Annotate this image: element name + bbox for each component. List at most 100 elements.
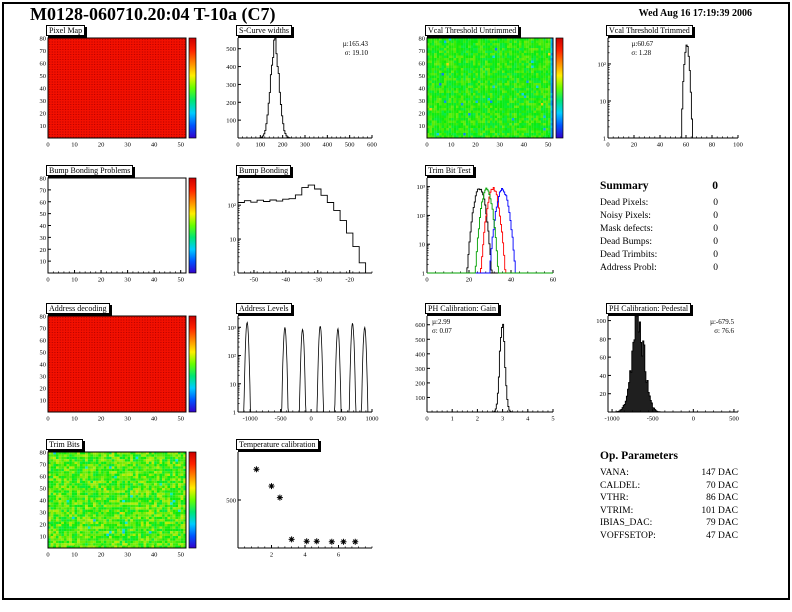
svg-text:1: 1 bbox=[233, 271, 236, 278]
svg-text:10: 10 bbox=[71, 142, 78, 149]
plot-vcal-trimmed: 0 20 40 60 80 100 1 10 10² µ:60.67σ: 1.28 bbox=[598, 37, 743, 149]
svg-text:6: 6 bbox=[337, 552, 341, 559]
summary-block: Summary 0 Dead Pixels: 0 Noisy Pixels: 0 Mas… bbox=[600, 180, 718, 275]
svg-text:100: 100 bbox=[415, 395, 425, 402]
svg-text:-30: -30 bbox=[313, 277, 322, 284]
svg-text:0: 0 bbox=[425, 277, 428, 284]
plot-title-s-curve-widths: S-Curve widths bbox=[236, 25, 292, 36]
date-stamp: Wed Aug 16 17:19:39 2006 bbox=[638, 8, 752, 19]
svg-text:0: 0 bbox=[425, 142, 428, 149]
axis-labels: 0 10 20 30 40 50 10 20 30 40 50 60 70 80 bbox=[40, 450, 184, 559]
panel-vcal-trimmed: Vcal Threshold Trimmed 0 20 40 60 80 100 1 10 10… bbox=[572, 24, 764, 156]
op-parameter-row: VOFFSETOP: 47 DAC bbox=[600, 530, 738, 541]
axis-labels: 0 1 2 3 4 5 100 200 300 400 500 600 bbox=[415, 322, 554, 422]
plot-pixel-map: 0 10 20 30 40 50 10 20 30 40 50 60 70 80 bbox=[40, 36, 197, 149]
heatmap-cells bbox=[48, 452, 187, 549]
colorbar bbox=[188, 177, 197, 274]
svg-text:10³: 10³ bbox=[417, 184, 426, 191]
svg-text:30: 30 bbox=[124, 416, 131, 423]
svg-text:20: 20 bbox=[472, 142, 479, 149]
plot-title-address-decoding: Address decoding bbox=[46, 303, 110, 314]
svg-text:300: 300 bbox=[300, 142, 310, 149]
svg-text:300: 300 bbox=[415, 366, 425, 373]
axis-labels: -1000 -500 0 500 20 40 60 80 100 bbox=[596, 318, 739, 422]
svg-text:60: 60 bbox=[600, 355, 607, 362]
svg-text:10: 10 bbox=[448, 142, 455, 149]
svg-text:60: 60 bbox=[40, 474, 47, 481]
svg-text:1: 1 bbox=[451, 416, 454, 423]
stats-text: µ:-679.5σ: 76.6 bbox=[710, 318, 735, 335]
svg-text:80: 80 bbox=[40, 450, 47, 457]
svg-text:σ: 76.6: σ: 76.6 bbox=[714, 327, 734, 335]
svg-text:20: 20 bbox=[419, 111, 426, 118]
axis-labels: -1000 -500 0 500 1000 1 10 10² 10³ bbox=[228, 325, 379, 423]
svg-text:-1000: -1000 bbox=[604, 416, 619, 423]
stats-text: µ:2.99σ: 0.07 bbox=[432, 318, 452, 335]
panel-bump-problems: Bump Bonding Problems 0 10 20 30 40 50 10 20 30 4… bbox=[12, 164, 212, 291]
svg-text:300: 300 bbox=[226, 82, 236, 89]
svg-text:80: 80 bbox=[40, 36, 47, 43]
svg-text:400: 400 bbox=[322, 142, 332, 149]
axis-labels: 0 10 20 30 40 50 10 20 30 40 50 60 70 80 bbox=[40, 36, 184, 149]
svg-text:µ:165.43: µ:165.43 bbox=[343, 40, 369, 48]
svg-text:40: 40 bbox=[521, 142, 528, 149]
svg-text:40: 40 bbox=[419, 86, 426, 93]
plot-s-curve-widths: 0 100 200 300 400 500 600 100 200 300 400 500 µ:165.… bbox=[226, 37, 377, 149]
svg-text:10²: 10² bbox=[598, 61, 607, 68]
plot-frame bbox=[47, 315, 187, 413]
axes bbox=[47, 177, 187, 273]
svg-text:40: 40 bbox=[508, 277, 515, 284]
svg-text:30: 30 bbox=[40, 374, 47, 381]
svg-text:70: 70 bbox=[419, 48, 426, 55]
histogram-series bbox=[238, 37, 372, 139]
axis-labels: 0 10 20 30 40 50 10 20 30 40 50 60 70 80 bbox=[419, 36, 552, 149]
svg-text:10: 10 bbox=[40, 398, 47, 405]
summary-header: Summary 0 bbox=[600, 180, 718, 192]
svg-text:1000: 1000 bbox=[366, 416, 379, 423]
svg-text:600: 600 bbox=[367, 142, 377, 149]
svg-text:80: 80 bbox=[709, 142, 716, 149]
svg-text:10: 10 bbox=[40, 259, 47, 266]
svg-text:10: 10 bbox=[71, 277, 78, 284]
svg-text:100: 100 bbox=[733, 142, 743, 149]
svg-text:500: 500 bbox=[345, 142, 355, 149]
svg-text:70: 70 bbox=[40, 326, 47, 333]
plot-temperature: 2 4 6 500 bbox=[226, 452, 373, 559]
svg-text:500: 500 bbox=[226, 498, 236, 505]
svg-text:5: 5 bbox=[551, 416, 554, 423]
svg-text:80: 80 bbox=[40, 176, 47, 183]
plot-frame bbox=[47, 177, 187, 274]
summary-row: Noisy Pixels: 0 bbox=[600, 211, 718, 221]
heatmap-cells bbox=[48, 38, 186, 138]
panel-ph-gain: PH Calibration: Gain 0 1 2 3 4 5 100 200 300 400 5… bbox=[391, 302, 579, 430]
op-parameter-row: VTHR: 86 DAC bbox=[600, 493, 738, 503]
summary-row: Mask defects: 0 bbox=[600, 224, 718, 234]
svg-text:10: 10 bbox=[419, 123, 426, 130]
summary-title: Summary bbox=[600, 180, 649, 192]
plot-vcal-untrimmed: 0 10 20 30 40 50 10 20 30 40 50 60 70 80 bbox=[419, 36, 564, 149]
svg-text:100: 100 bbox=[596, 318, 606, 325]
svg-text:40: 40 bbox=[151, 416, 158, 423]
plot-title-ph-pedestal: PH Calibration: Pedestal bbox=[606, 303, 692, 314]
svg-text:10: 10 bbox=[230, 381, 237, 388]
series-1 bbox=[427, 186, 553, 274]
svg-text:µ:2.99: µ:2.99 bbox=[432, 318, 451, 326]
svg-text:70: 70 bbox=[40, 187, 47, 194]
svg-text:50: 50 bbox=[40, 350, 47, 357]
svg-text:0: 0 bbox=[46, 142, 49, 149]
op-parameters-title: Op. Parameters bbox=[600, 450, 678, 462]
panel-address-decoding: Address decoding 0 10 20 30 40 50 10 20 30 40 50 60… bbox=[12, 302, 212, 430]
plot-frame bbox=[47, 37, 187, 139]
svg-text:60: 60 bbox=[419, 61, 426, 68]
svg-text:30: 30 bbox=[40, 235, 47, 242]
svg-text:20: 20 bbox=[98, 416, 105, 423]
series-3 bbox=[427, 187, 553, 274]
svg-text:500: 500 bbox=[729, 416, 739, 423]
svg-text:3: 3 bbox=[501, 416, 504, 423]
panel-temperature: Temperature calibration 2 4 6 500 bbox=[202, 438, 398, 566]
svg-text:10: 10 bbox=[419, 242, 426, 249]
op-parameters-header: Op. Parameters bbox=[600, 450, 738, 462]
svg-text:-500: -500 bbox=[275, 416, 287, 423]
panel-address-levels: Address Levels -1000 -500 0 500 1000 1 10 10² 10… bbox=[202, 302, 398, 430]
svg-text:50: 50 bbox=[40, 211, 47, 218]
